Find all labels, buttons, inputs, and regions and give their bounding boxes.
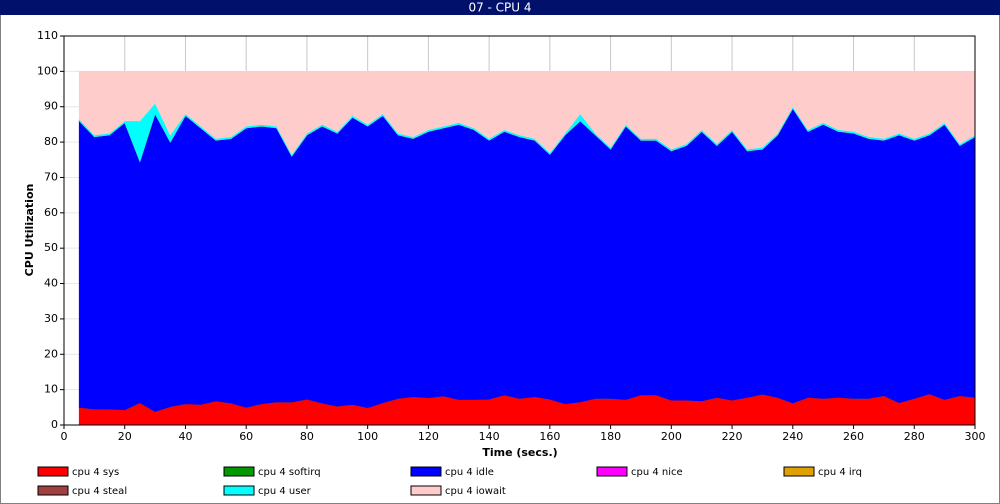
legend-swatch <box>596 466 628 477</box>
y-tick-label: 100 <box>37 64 58 77</box>
legend-label: cpu 4 steal <box>72 486 127 497</box>
y-tick-label: 50 <box>44 241 58 254</box>
x-tick-label: 280 <box>904 430 925 443</box>
legend-swatch <box>37 485 69 496</box>
legend-swatch <box>410 466 442 477</box>
legend-label: cpu 4 iowait <box>445 486 506 497</box>
y-tick-label: 60 <box>44 206 58 219</box>
y-tick-label: 10 <box>44 383 58 396</box>
legend-swatch <box>37 466 69 477</box>
y-tick-label: 0 <box>51 418 58 431</box>
x-tick-label: 200 <box>661 430 682 443</box>
y-tick-label: 30 <box>44 312 58 325</box>
x-tick-label: 80 <box>300 430 314 443</box>
x-tick-label: 220 <box>722 430 743 443</box>
x-tick-label: 40 <box>178 430 192 443</box>
y-tick-label: 70 <box>44 170 58 183</box>
legend-swatch <box>223 485 255 496</box>
legend-label: cpu 4 nice <box>631 467 683 478</box>
x-tick-label: 160 <box>539 430 560 443</box>
legend-label: cpu 4 idle <box>445 467 494 478</box>
legend-label: cpu 4 sys <box>72 467 119 478</box>
legend-label: cpu 4 user <box>258 486 312 497</box>
x-tick-label: 180 <box>600 430 621 443</box>
y-tick-label: 90 <box>44 100 58 113</box>
title-bar <box>0 0 1000 15</box>
legend-swatch <box>783 466 815 477</box>
x-axis-label: Time (secs.) <box>482 446 557 459</box>
x-tick-label: 260 <box>843 430 864 443</box>
chart-title: 07 - CPU 4 <box>468 1 531 15</box>
y-axis-label: CPU Utilization <box>23 184 36 277</box>
x-tick-label: 120 <box>418 430 439 443</box>
x-tick-label: 60 <box>239 430 253 443</box>
legend-swatch <box>410 485 442 496</box>
area <box>78 107 976 412</box>
x-tick-label: 140 <box>479 430 500 443</box>
x-tick-label: 300 <box>965 430 986 443</box>
x-tick-label: 20 <box>118 430 132 443</box>
legend-label: cpu 4 softirq <box>258 467 321 478</box>
y-tick-label: 110 <box>37 29 58 42</box>
legend-label: cpu 4 irq <box>818 467 862 478</box>
y-tick-label: 80 <box>44 135 58 148</box>
x-tick-label: 0 <box>61 430 68 443</box>
y-tick-label: 40 <box>44 277 58 290</box>
x-tick-label: 240 <box>782 430 803 443</box>
legend-swatch <box>223 466 255 477</box>
y-tick-label: 20 <box>44 347 58 360</box>
plot-border <box>63 35 976 426</box>
x-tick-label: 100 <box>357 430 378 443</box>
